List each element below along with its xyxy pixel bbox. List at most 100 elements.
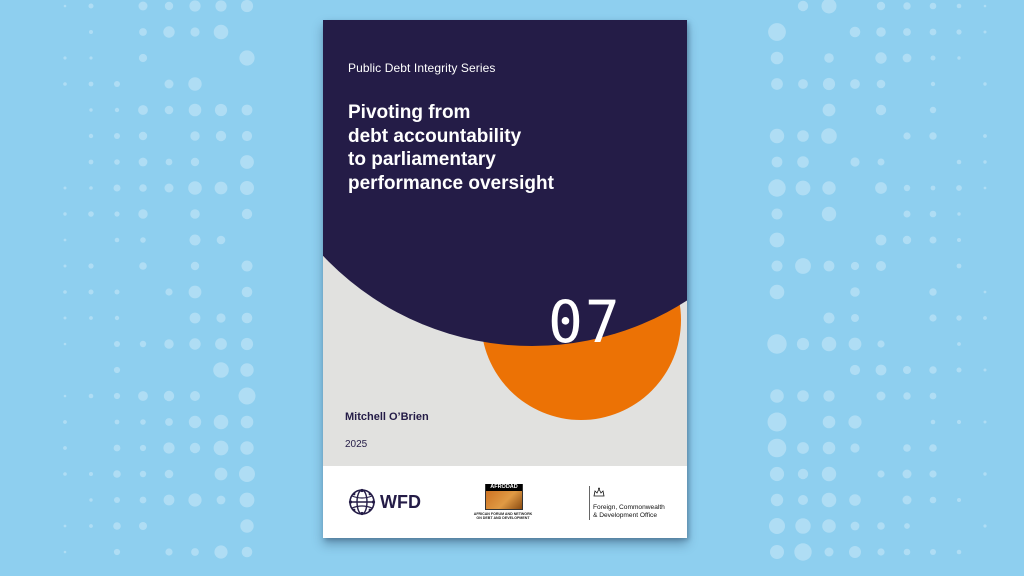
background-dot	[930, 55, 936, 61]
background-dot	[875, 182, 887, 194]
author-name: Mitchell O’Brien	[345, 411, 429, 423]
background-dot	[770, 389, 784, 403]
background-dot	[165, 288, 173, 296]
background-dot	[214, 181, 228, 195]
background-dot	[89, 186, 93, 190]
background-dot	[241, 546, 253, 558]
background-dot	[190, 131, 200, 141]
background-dot	[796, 337, 810, 351]
background-dot	[163, 442, 175, 454]
background-dot	[240, 0, 254, 13]
background-dot	[983, 524, 987, 528]
background-dot	[876, 27, 886, 37]
background-dot	[88, 133, 94, 139]
background-dot	[216, 313, 226, 323]
background-dot	[956, 419, 962, 425]
background-dot	[822, 441, 836, 455]
background-dot	[63, 316, 67, 320]
background-dot	[89, 56, 93, 60]
background-dot	[797, 390, 809, 402]
fcdo-name-line-1: Foreign, Commonwealth	[593, 504, 665, 511]
background-dot	[240, 519, 254, 533]
background-dot	[188, 285, 202, 299]
background-dot	[822, 181, 836, 195]
background-dot	[139, 522, 147, 530]
background-dot	[214, 103, 228, 117]
background-dot	[822, 415, 836, 429]
background-dot	[63, 420, 67, 424]
background-dot	[769, 518, 785, 534]
background-dot	[163, 390, 175, 402]
background-dot	[903, 444, 911, 452]
background-dot	[241, 312, 253, 324]
background-dot	[797, 156, 809, 168]
background-dot	[138, 157, 148, 167]
background-dot	[138, 1, 148, 11]
background-dot	[956, 185, 962, 191]
background-dot	[902, 495, 912, 505]
background-dot	[113, 470, 121, 478]
background-dot	[189, 0, 201, 12]
background-dot	[163, 26, 175, 38]
background-dot	[821, 466, 837, 482]
background-dot	[240, 181, 254, 195]
background-dot	[823, 312, 835, 324]
background-dot	[241, 104, 253, 116]
background-dot	[849, 26, 861, 38]
background-dot	[930, 185, 936, 191]
background-dot	[877, 548, 885, 556]
background-dot	[798, 79, 808, 89]
background-dot	[113, 444, 121, 452]
background-dot	[114, 107, 120, 113]
background-dot	[89, 108, 93, 112]
background-dot	[240, 337, 254, 351]
background-dot	[903, 184, 911, 192]
background-dot	[215, 338, 227, 350]
title-line: debt accountability	[348, 125, 522, 147]
background-dot	[903, 392, 911, 400]
background-dot	[214, 545, 228, 559]
background-dot	[770, 493, 784, 507]
background-dot	[929, 106, 937, 114]
background-dot	[956, 29, 962, 35]
background-dot	[769, 466, 785, 482]
background-dot	[189, 312, 201, 324]
issue-number: 07	[548, 288, 622, 356]
background-dot	[63, 524, 67, 528]
background-dot	[822, 77, 836, 91]
background-dot	[956, 367, 962, 373]
background-dot	[876, 261, 886, 271]
background-dot	[138, 105, 148, 115]
background-dot	[164, 105, 174, 115]
navy-circle	[323, 20, 687, 346]
background-dot	[216, 235, 226, 245]
background-dot	[929, 236, 937, 244]
series-name: Public Debt Integrity Series	[348, 61, 496, 75]
partner-logos-footer: WFD AFRODAD AFRICAN FORUM AND NETWORK ON…	[323, 466, 687, 538]
background-dot	[929, 366, 937, 374]
background-dot	[903, 2, 911, 10]
background-dot	[903, 366, 911, 374]
title-line: to parliamentary	[348, 149, 496, 170]
background-dot	[140, 237, 146, 243]
background-dot	[903, 28, 911, 36]
background-dot	[164, 1, 174, 11]
background-dot	[241, 286, 253, 298]
afrodad-logo: AFRODAD AFRICAN FORUM AND NETWORK ON DEB…	[471, 484, 535, 521]
background-dot	[239, 50, 255, 66]
background-dot	[769, 284, 785, 300]
background-dot	[983, 4, 987, 8]
background-dot	[877, 340, 885, 348]
background-dot	[822, 519, 836, 533]
background-dot	[983, 186, 987, 190]
background-dot	[769, 232, 785, 248]
background-dot	[795, 180, 811, 196]
wfd-logo-text: WFD	[380, 491, 421, 512]
background-dot	[189, 442, 201, 454]
background-dot	[768, 179, 786, 197]
background-dot	[983, 30, 987, 34]
background-dot	[138, 53, 148, 63]
background-dot	[88, 81, 94, 87]
background-dot	[821, 492, 837, 508]
background-dot	[139, 28, 147, 36]
